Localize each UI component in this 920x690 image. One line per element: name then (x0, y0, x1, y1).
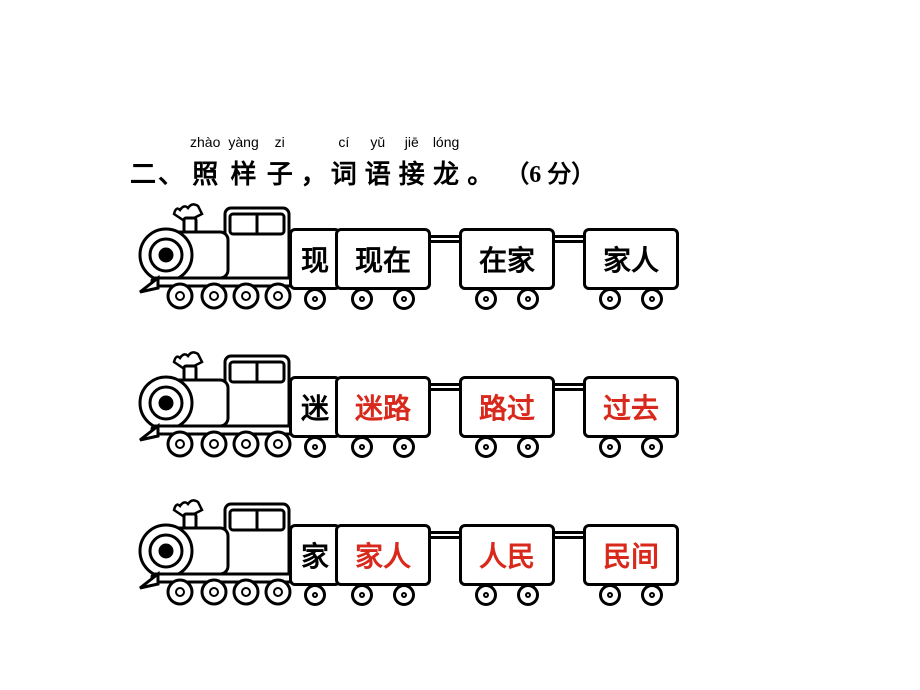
title-chars-1: zhào照 yàng样 zi子 ， (190, 134, 327, 191)
car-label: 过去 (583, 376, 679, 438)
car-wheels (289, 288, 341, 310)
train-row: 家 家人 人民 民间 (130, 496, 679, 606)
car-wheels (459, 288, 555, 310)
trains-container: 现 现在 在家 家人 (130, 200, 679, 644)
train-car: 在家 (459, 228, 555, 310)
points-label: （6 分） (505, 154, 595, 191)
car-wheels (335, 288, 431, 310)
train-car: 迷路 (335, 376, 431, 458)
car-label: 民间 (583, 524, 679, 586)
car-label: 人民 (459, 524, 555, 586)
car-wheels (583, 288, 679, 310)
car-wheels (459, 436, 555, 458)
train-car: 民间 (583, 524, 679, 606)
train-car: 现在 (335, 228, 431, 310)
train-car: 现 (289, 228, 341, 310)
question-title: 二、 zhào照 yàng样 zi子 ， cí词 yǔ语 jiē接 lóng龙 … (130, 134, 595, 191)
car-wheels (335, 584, 431, 606)
car-wheels (289, 436, 341, 458)
car-wheels (459, 584, 555, 606)
train-car: 过去 (583, 376, 679, 458)
car-wheels (583, 584, 679, 606)
car-wheels (583, 436, 679, 458)
car-label: 现 (289, 228, 341, 290)
car-label: 现在 (335, 228, 431, 290)
train-car: 家人 (583, 228, 679, 310)
question-number: 二、 (130, 154, 186, 191)
train-car: 迷 (289, 376, 341, 458)
train-car: 家 (289, 524, 341, 606)
locomotive-icon (130, 496, 295, 606)
locomotive-icon (130, 348, 295, 458)
train-car: 家人 (335, 524, 431, 606)
title-chars-2: cí词 yǔ语 jiē接 lóng龙 。 (331, 134, 494, 191)
train-car: 人民 (459, 524, 555, 606)
car-label: 迷 (289, 376, 341, 438)
train-car: 路过 (459, 376, 555, 458)
car-wheels (335, 436, 431, 458)
car-label: 家人 (335, 524, 431, 586)
car-label: 家 (289, 524, 341, 586)
car-label: 路过 (459, 376, 555, 438)
car-label: 在家 (459, 228, 555, 290)
train-row: 现 现在 在家 家人 (130, 200, 679, 310)
train-row: 迷 迷路 路过 过去 (130, 348, 679, 458)
car-wheels (289, 584, 341, 606)
locomotive-icon (130, 200, 295, 310)
car-label: 家人 (583, 228, 679, 290)
car-label: 迷路 (335, 376, 431, 438)
